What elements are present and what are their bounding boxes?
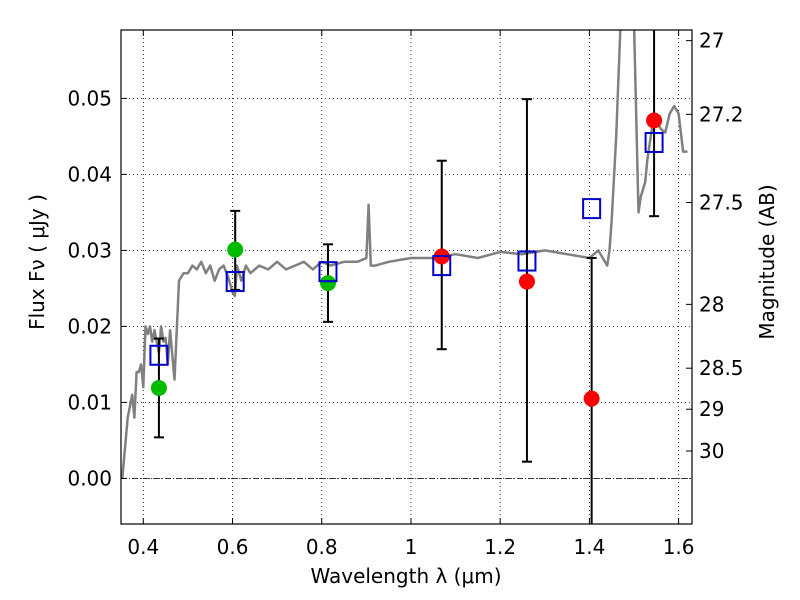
x-tick-label: 0.6 (217, 535, 249, 559)
data-point-square (318, 261, 338, 283)
y-axis-title: Flux Fν ( μJy ) (25, 194, 49, 330)
grid (121, 30, 692, 524)
data-point-circle (150, 379, 167, 396)
y-tick-label: 0.04 (67, 162, 112, 186)
y2-tick-label: 28 (699, 292, 724, 316)
y2-axis-title: Magnitude (AB) (755, 184, 779, 339)
y-tick-label: 0.02 (67, 314, 112, 338)
data-point-circle (583, 390, 600, 407)
y2-tick-label: 27.2 (699, 102, 744, 126)
x-tick-label: 0.4 (127, 535, 159, 559)
y-tick-label: 0.03 (67, 238, 112, 262)
spectrum-line (121, 30, 688, 479)
plot-frame (120, 29, 693, 525)
x-tick-label: 0.8 (306, 535, 338, 559)
y2-tick-label: 30 (699, 439, 724, 463)
data-point-circle (518, 273, 535, 290)
error-bar (649, 30, 660, 218)
data-markers (149, 112, 664, 407)
data-point-square (582, 198, 602, 220)
x-tick-label: 1.4 (573, 535, 605, 559)
data-point-square (432, 255, 452, 277)
y-tick-label: 0.00 (67, 466, 112, 490)
data-point-square (517, 250, 537, 272)
x-tick-label: 1.6 (663, 535, 695, 559)
axis-ticks: 0.4 0.6 0.8 1 1.2 1.4 1.6 0.00 0.01 0.02 0.03 0.04 0… (67, 29, 743, 559)
y-tick-label: 0.05 (67, 86, 112, 110)
error-bars (153, 30, 660, 524)
y2-tick-label: 29 (699, 397, 724, 421)
data-point-square (225, 271, 245, 293)
data-point-circle (646, 112, 663, 129)
x-axis-title: Wavelength λ (μm) (310, 564, 501, 588)
model-spectrum (121, 30, 688, 479)
data-point-circle (227, 241, 244, 258)
data-point-square (644, 131, 664, 153)
data-point-circle (319, 275, 336, 292)
y2-tick-label: 28.5 (699, 356, 744, 380)
y2-tick-label: 27 (699, 29, 724, 53)
x-tick-label: 1 (405, 535, 418, 559)
x-tick-label: 1.2 (484, 535, 516, 559)
y2-tick-label: 27.5 (699, 191, 744, 215)
data-point-square (149, 344, 169, 366)
y-tick-label: 0.01 (67, 390, 112, 414)
